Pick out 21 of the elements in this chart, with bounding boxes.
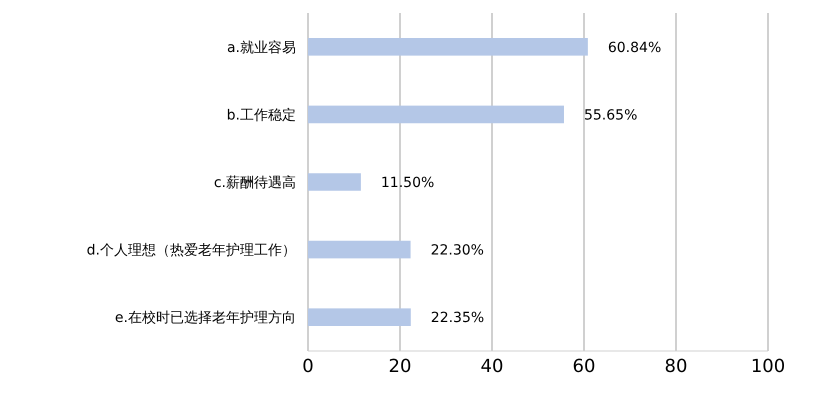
data-label: 22.35% xyxy=(430,310,484,326)
x-tick-label: 100 xyxy=(750,356,786,377)
data-label: 22.30% xyxy=(430,242,484,259)
x-tick-label: 40 xyxy=(480,356,504,377)
x-tick-label: 60 xyxy=(572,356,596,377)
data-label: 55.65% xyxy=(584,107,638,124)
y-tick-label: b.工作稳定 xyxy=(226,107,296,124)
y-tick-label: e.在校时已选择老年护理方向 xyxy=(114,310,296,326)
x-tick-label: 80 xyxy=(664,356,688,377)
y-tick-label: d.个人理想（热爱老年护理工作） xyxy=(86,242,296,259)
bar xyxy=(308,106,564,124)
bar xyxy=(308,173,361,191)
data-label: 60.84% xyxy=(608,40,662,56)
y-tick-label: a.就业容易 xyxy=(226,40,296,56)
data-label: 11.50% xyxy=(380,175,434,191)
y-tick-label: c.薪酬待遇高 xyxy=(214,174,296,191)
x-tick-label: 20 xyxy=(388,356,412,377)
bar xyxy=(308,240,411,258)
x-tick-label: 0 xyxy=(302,356,314,377)
bar xyxy=(308,38,588,56)
bar xyxy=(308,308,411,326)
